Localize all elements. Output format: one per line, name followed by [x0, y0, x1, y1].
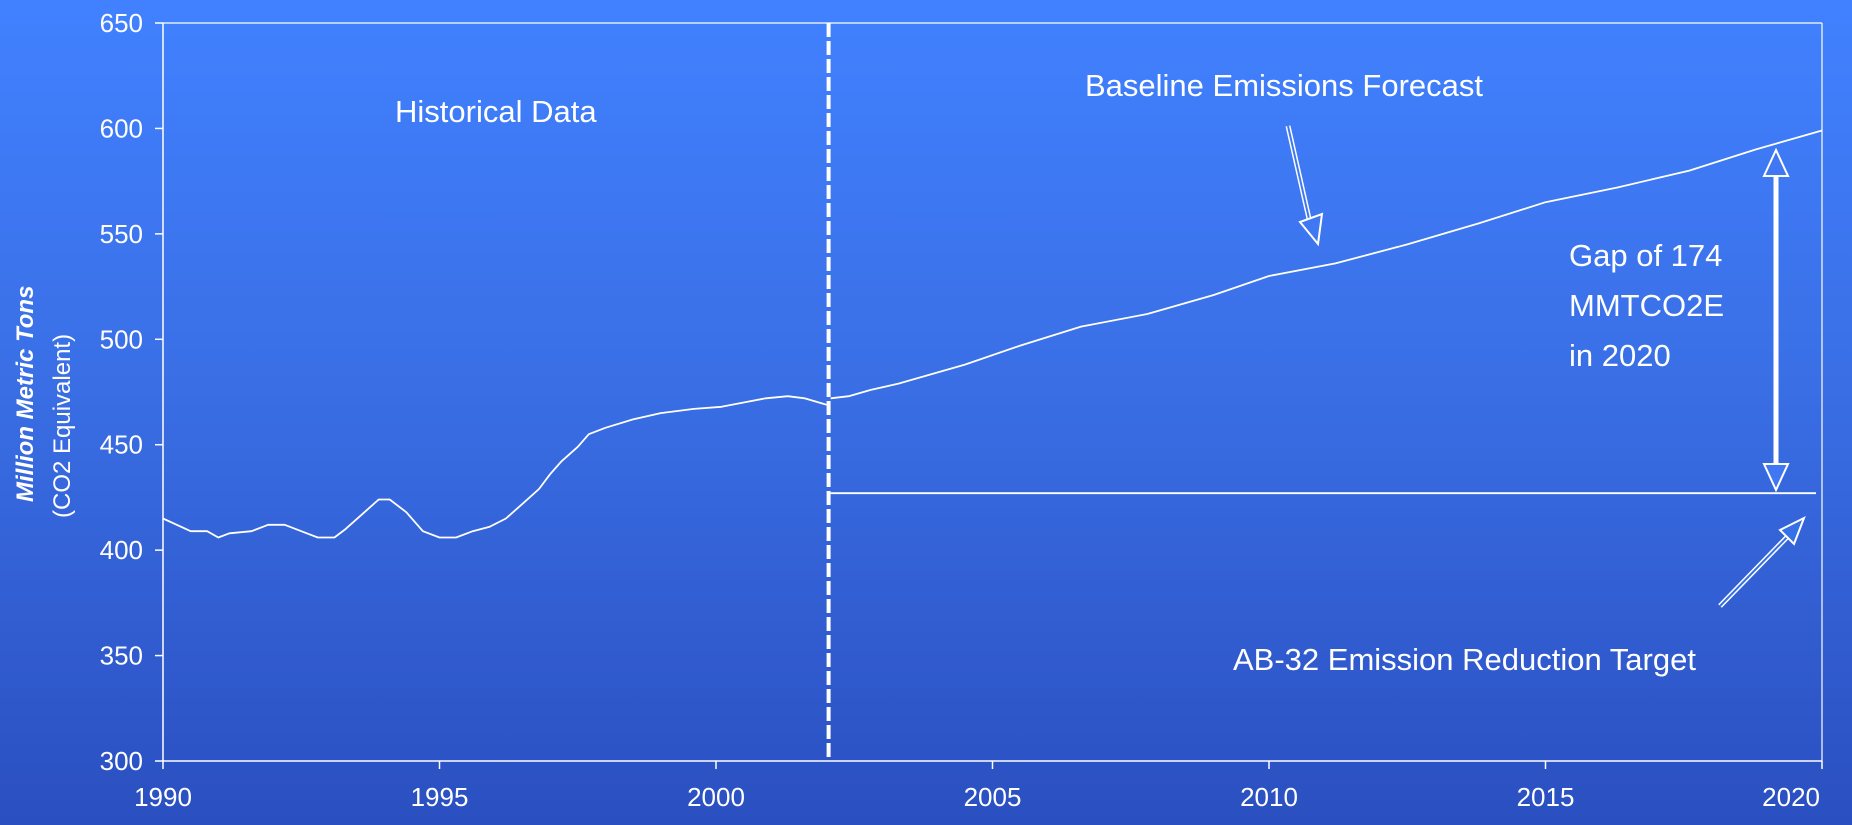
x-tick-label: 2020 — [1762, 782, 1820, 812]
y-tick-label: 350 — [100, 641, 143, 671]
series-lines — [162, 129, 1823, 539]
x-axis-ticks: 1990 1995 2000 2005 2010 2015 2020 — [134, 761, 1823, 812]
x-tick-label: 2010 — [1240, 782, 1298, 812]
y-tick-label: 500 — [100, 324, 143, 354]
y-axis-label-group: Million Metric Tons — [12, 286, 39, 502]
x-tick-label: 2015 — [1517, 782, 1575, 812]
y-axis-ticks: 650 600 550 500 450 400 350 300 — [100, 8, 163, 776]
historical-series-line — [162, 395, 827, 539]
x-tick-label: 2000 — [687, 782, 745, 812]
gap-label-line1: Gap of 174 — [1569, 238, 1722, 273]
x-tick-label: 1995 — [411, 782, 469, 812]
y-tick-label: 450 — [100, 430, 143, 460]
target-arrow — [1718, 515, 1806, 608]
y-tick-label: 400 — [100, 535, 143, 565]
historical-data-label: Historical Data — [395, 94, 597, 129]
y-tick-label: 600 — [100, 113, 143, 143]
forecast-label: Baseline Emissions Forecast — [1085, 68, 1483, 103]
x-tick-label: 2005 — [964, 782, 1022, 812]
target-label: AB-32 Emission Reduction Target — [1233, 642, 1696, 677]
gap-double-arrow — [1762, 147, 1790, 493]
y-axis-label: Million Metric Tons — [12, 286, 39, 502]
y-tick-label: 650 — [100, 8, 143, 38]
y-axis-sublabel: (CO2 Equivalent) — [49, 334, 76, 518]
forecast-arrow — [1285, 125, 1324, 247]
gap-label-line3: in 2020 — [1569, 338, 1671, 373]
x-tick-label: 1990 — [134, 782, 192, 812]
y-tick-label: 550 — [100, 219, 143, 249]
gap-label-line2: MMTCO2E — [1569, 288, 1724, 323]
y-axis-sublabel-group: (CO2 Equivalent) — [49, 334, 76, 518]
forecast-series-line — [830, 129, 1823, 400]
y-tick-label: 300 — [100, 746, 143, 776]
